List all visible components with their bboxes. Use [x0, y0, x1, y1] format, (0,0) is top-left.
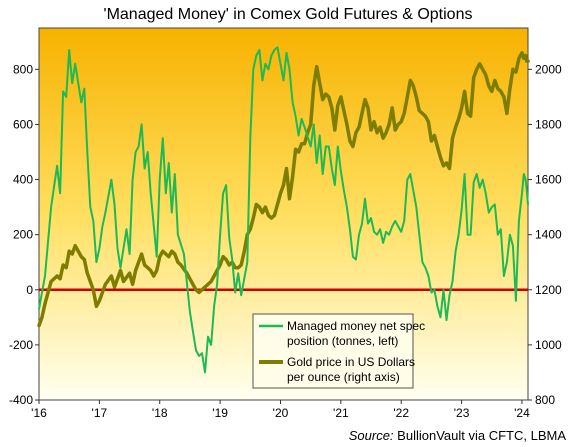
right-axis-tick-label: 1200	[535, 283, 562, 297]
right-axis-tick-label: 2000	[535, 62, 562, 76]
x-axis-tick-label: '17	[92, 406, 108, 420]
legend-label-managed-money-line1: Managed money net spec	[287, 319, 425, 333]
right-axis-tick-label: 1400	[535, 228, 562, 242]
x-axis-tick-label: '23	[454, 406, 470, 420]
left-axis-tick-label: 0	[26, 283, 33, 297]
series-line-managed-money	[38, 46, 529, 374]
chart-title: 'Managed Money' in Comex Gold Futures & …	[104, 6, 473, 23]
left-axis-tick-label: 800	[13, 62, 33, 76]
x-axis-tick-label: '24	[514, 406, 530, 420]
source-note: Source: BullionVault via CFTC, LBMA	[349, 428, 567, 443]
left-axis-tick-label: -200	[9, 338, 33, 352]
series-line-gold-price	[37, 51, 530, 328]
legend-label-gold-price-line1: Gold price in US Dollars	[287, 355, 415, 369]
x-axis-tick-label: '22	[393, 406, 409, 420]
source-label: Source:	[349, 428, 394, 443]
x-axis-tick-label: '20	[273, 406, 289, 420]
left-axis-tick-label: 400	[13, 173, 33, 187]
right-axis-tick-label: 800	[535, 393, 555, 407]
right-axis-tick-label: 1800	[535, 117, 562, 131]
right-axis-tick-label: 1600	[535, 173, 562, 187]
left-axis-tick-label: -400	[9, 393, 33, 407]
axes: -400 -200 0 200 400 600 800 800 1000 1200 1400 1600…	[9, 62, 562, 420]
left-axis-tick-label: 600	[13, 117, 33, 131]
x-axis-tick-label: '18	[152, 406, 168, 420]
x-axis-tick-label: '19	[212, 406, 228, 420]
legend-label-managed-money-line2: position (tonnes, left)	[287, 334, 398, 348]
x-axis-tick-label: '21	[333, 406, 349, 420]
x-axis-tick-label: '16	[31, 406, 47, 420]
legend: Managed money net spec position (tonnes,…	[252, 313, 425, 389]
right-axis-tick-label: 1000	[535, 338, 562, 352]
series-layer	[37, 46, 530, 374]
legend-box	[252, 313, 414, 389]
legend-label-gold-price-line2: per ounce (right axis)	[287, 370, 400, 384]
source-value: BullionVault via CFTC, LBMA	[397, 428, 566, 443]
left-axis-tick-label: 200	[13, 228, 33, 242]
